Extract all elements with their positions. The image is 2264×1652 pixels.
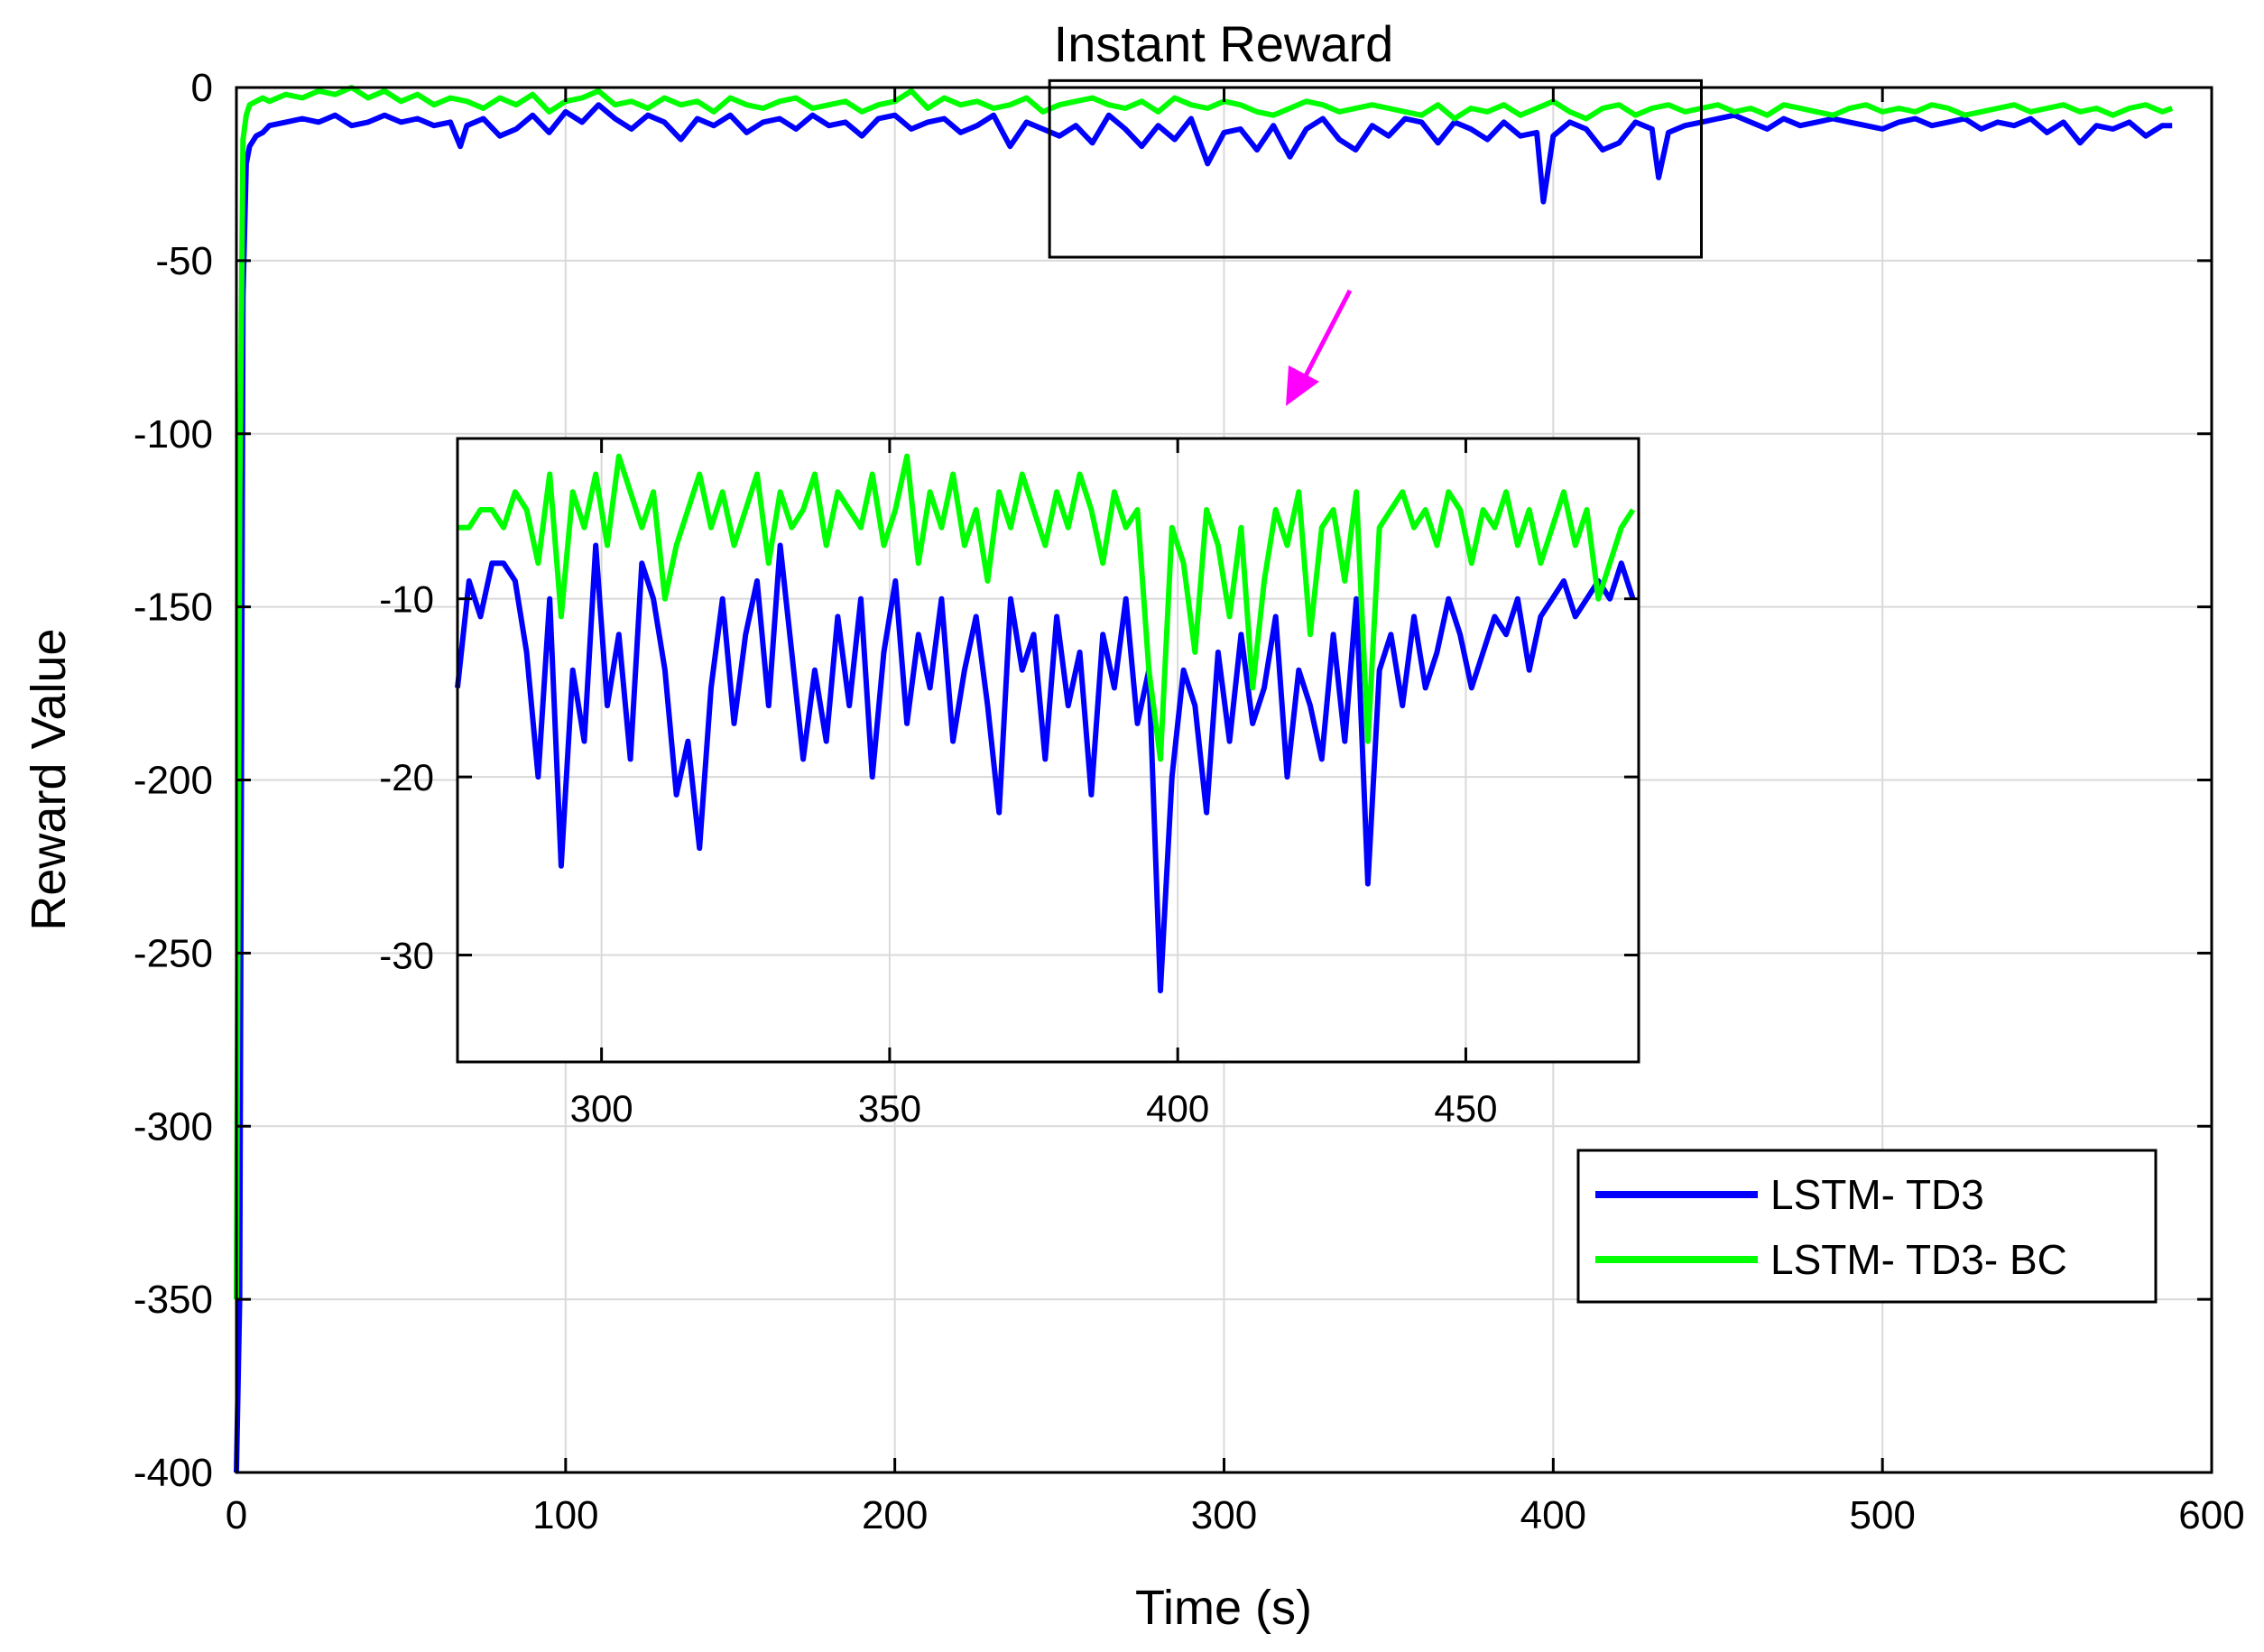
legend-label-lstm-td3: LSTM- TD3 xyxy=(1770,1171,1984,1218)
main-series-line-lstm-td3 xyxy=(234,102,2173,1473)
inset-y-tick-label: -10 xyxy=(379,578,434,621)
inset-series-line-lstm-td3 xyxy=(455,542,1636,993)
main-x-tick-label: 400 xyxy=(1520,1493,1586,1537)
main-y-tick-label: -200 xyxy=(134,759,213,803)
chart-title: Instant Reward xyxy=(1054,15,1394,72)
main-x-tick-label: 300 xyxy=(1191,1493,1257,1537)
main-y-tick-label: -300 xyxy=(134,1104,213,1149)
main-x-tick-label: 100 xyxy=(532,1493,598,1537)
main-series xyxy=(234,85,2174,1473)
inset-plot-frame xyxy=(456,437,1640,1064)
y-axis-label: Reward Value xyxy=(22,628,76,930)
legend-label-lstm-td3-bc: LSTM- TD3- BC xyxy=(1770,1236,2067,1283)
legend-box xyxy=(1576,1149,2158,1304)
main-series-line-lstm-td3-bc xyxy=(234,85,2174,1300)
inset-y-tick-label: -30 xyxy=(379,935,434,977)
main-y-tick-label: 0 xyxy=(191,66,213,110)
legend: LSTM- TD3 LSTM- TD3- BC xyxy=(1576,1149,2158,1304)
inset-series xyxy=(455,453,1636,993)
inset-series-line-lstm-td3-bc xyxy=(457,453,1636,762)
inset-y-tick-label: -20 xyxy=(379,756,434,798)
main-y-tick-label: -400 xyxy=(134,1451,213,1495)
main-y-tick-label: -100 xyxy=(134,412,213,457)
inset-x-tick-label: 450 xyxy=(1434,1087,1497,1130)
main-x-tick-label: 600 xyxy=(2178,1493,2244,1537)
x-axis-label: Time (s) xyxy=(1135,1581,1312,1635)
zoom-box xyxy=(1048,78,1704,259)
zoom-arrow xyxy=(1286,289,1353,406)
inset-ticks: 300 350 400 450 -30 -20 -10 xyxy=(379,438,1639,1130)
inset-x-tick-label: 350 xyxy=(858,1087,921,1130)
inset-x-tick-label: 300 xyxy=(570,1087,633,1130)
main-ticks: 0 100 200 300 400 500 600-400-350-300-250-200-… xyxy=(134,66,2245,1537)
main-y-tick-label: -350 xyxy=(134,1278,213,1322)
main-y-tick-label: -150 xyxy=(134,586,213,630)
main-x-tick-label: 0 xyxy=(226,1493,247,1537)
main-x-tick-label: 200 xyxy=(862,1493,928,1537)
main-y-tick-label: -250 xyxy=(134,931,213,975)
main-x-tick-label: 500 xyxy=(1849,1493,1915,1537)
inset-x-tick-label: 400 xyxy=(1146,1087,1209,1130)
main-y-tick-label: -50 xyxy=(155,239,213,283)
